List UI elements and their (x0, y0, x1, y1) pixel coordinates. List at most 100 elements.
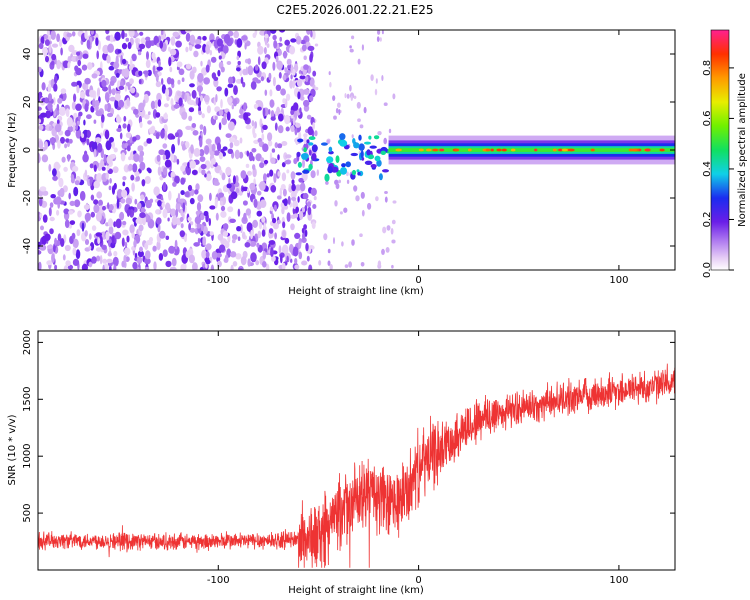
spectrogram-cell (132, 261, 138, 270)
spectrogram-cell (189, 83, 195, 88)
spectrogram-cell (121, 189, 128, 198)
spectrogram-cell (250, 252, 257, 263)
spectrogram-cell (237, 60, 241, 66)
x-tick-label: 0 (415, 275, 421, 286)
spectrogram-cell (169, 266, 177, 270)
spectrogram-cell (139, 246, 143, 253)
spectrogram-cell (327, 165, 333, 174)
spectrogram-cell (159, 230, 166, 239)
spectrogram-cell (60, 88, 67, 94)
spectrogram-cell (56, 209, 60, 216)
spectrogram-cell (53, 97, 56, 106)
spectrogram-cell (255, 100, 262, 105)
spectrogram-cell (235, 175, 239, 184)
signal-peak (454, 148, 460, 152)
spectrogram-cell (232, 261, 238, 267)
spectrogram-cell (333, 115, 337, 120)
spectrogram-cell (235, 253, 242, 260)
spectrogram-cell (162, 167, 168, 176)
spectrogram-cell (358, 143, 365, 151)
spectrogram-cell (232, 175, 236, 185)
spectrogram-cell (240, 170, 247, 179)
spectrogram-cell (297, 196, 300, 203)
spectrogram-cell (107, 252, 113, 257)
spectrogram-cell (168, 56, 172, 67)
spectrogram-cell (156, 92, 162, 102)
spectrogram-cell (38, 250, 42, 255)
spectrogram-cell (56, 119, 60, 125)
spectrogram-cell (178, 68, 185, 76)
spectrogram-cell (384, 196, 388, 203)
spectrogram-cell (328, 71, 331, 76)
colorbar-tick-label: 0.2 (702, 212, 713, 228)
spectrogram-cell (289, 243, 294, 253)
spectrogram-cell (102, 86, 108, 92)
spectrogram-cell (374, 88, 378, 96)
spectrogram-cell (71, 232, 76, 240)
spectrogram-cell (279, 187, 282, 198)
spectrogram-cell (348, 261, 352, 268)
spectrogram-cell (94, 137, 102, 143)
spectrogram-cell (278, 72, 282, 79)
spectrogram-cell (172, 181, 177, 187)
spectrogram-cell (44, 97, 49, 104)
spectrogram-cell (283, 204, 289, 210)
spectrogram-cell (311, 30, 316, 40)
spectrogram-cell (381, 30, 384, 35)
spectrogram-cell (135, 175, 140, 182)
spectrogram-cell (295, 184, 302, 191)
spectrogram-cell (295, 172, 302, 176)
spectrogram-cell (270, 185, 277, 193)
spectrogram-cell (113, 182, 117, 190)
spectrogram-cell (141, 179, 146, 187)
spectrogram-cell (106, 165, 110, 171)
spectrogram-cell (71, 101, 76, 111)
signal-peak (567, 148, 575, 152)
spectrogram-cell (75, 123, 79, 131)
snr-y-axis-label: SNR (10 * v/v) (7, 414, 18, 485)
spectrogram-cell (152, 65, 156, 75)
spectrogram-cell (157, 166, 162, 176)
spectrogram-cell (306, 255, 310, 262)
colorbar-ticks: 0.0 0.2 0.4 0.6 0.8 (702, 60, 734, 278)
spectrogram-cell (73, 93, 77, 103)
spectrogram-cell (181, 77, 185, 82)
spectrogram-cell (130, 57, 133, 67)
spectrogram-cell (101, 79, 107, 88)
spectrogram-cell (90, 30, 95, 35)
signal-line (388, 148, 675, 152)
spectrogram-cell (72, 124, 76, 133)
spectrogram-cell (234, 149, 240, 160)
spectrogram-cell (223, 33, 231, 44)
spectrogram-cell (171, 216, 178, 226)
spectrogram-cell (301, 260, 308, 266)
spectrogram-cell (392, 93, 396, 100)
spectrogram-cell (285, 126, 290, 132)
spectrogram-cell (123, 68, 130, 78)
spectrogram-cell (93, 148, 97, 158)
spectrogram-cell (121, 30, 125, 40)
spectrogram-cell (53, 110, 56, 117)
spectrogram-cell (185, 63, 192, 70)
spectrogram-cell (255, 153, 262, 162)
spectrogram-cell (277, 143, 283, 149)
spectrogram-cell (177, 136, 180, 146)
spectrogram-cell (95, 211, 102, 222)
spectrogram-cell (364, 160, 373, 165)
spectrogram-cell (69, 220, 76, 226)
spectrogram-cell (272, 76, 276, 87)
spectrogram-cell (181, 111, 188, 120)
spectrogram-cell (86, 129, 91, 139)
spectrogram-cell (86, 114, 92, 120)
spectrogram-cell (136, 202, 142, 210)
spectrogram-cell (119, 132, 123, 140)
spectrogram-cell (266, 43, 270, 48)
spectrogram-cell (291, 183, 296, 192)
spectrogram-cell (161, 78, 164, 85)
spectrogram-cell (297, 91, 301, 100)
spectrogram-cell (259, 181, 266, 191)
spectrogram-cell (184, 141, 190, 149)
spectrogram-cell (146, 51, 149, 60)
spectrogram-cell (45, 110, 51, 119)
spectrogram-cell (93, 164, 97, 172)
